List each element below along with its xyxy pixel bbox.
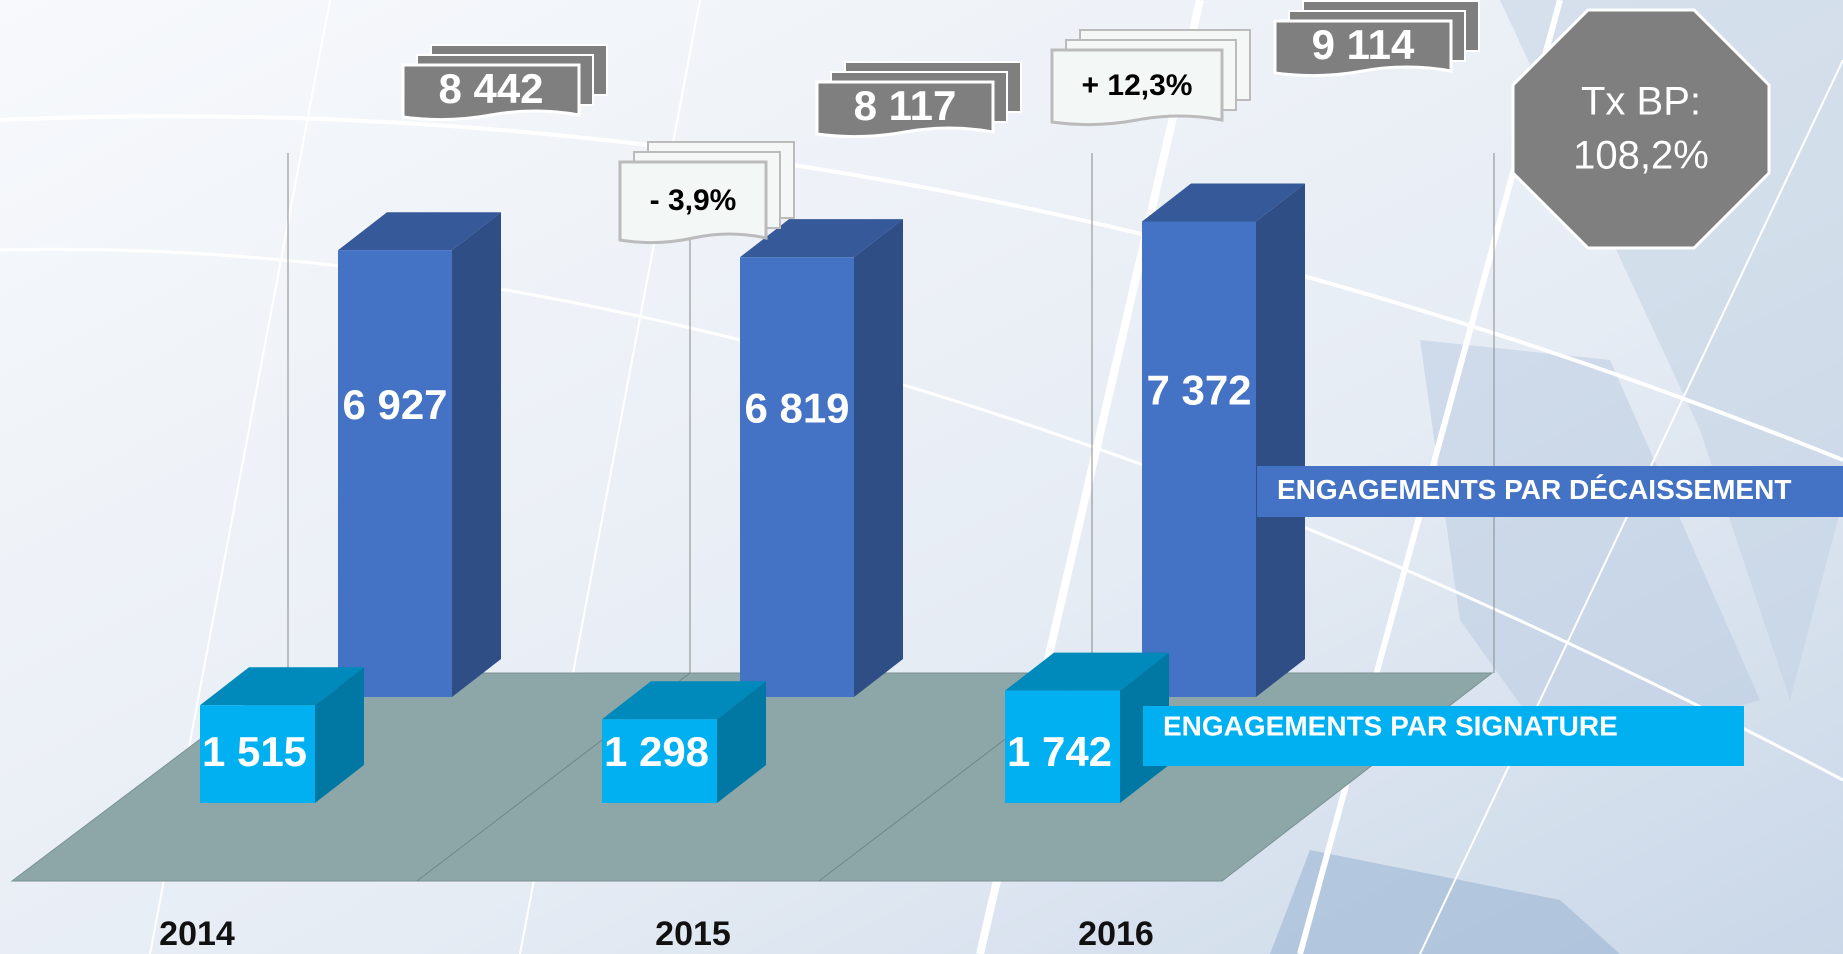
value-label: 7 372 xyxy=(1146,367,1251,414)
bar-top xyxy=(338,212,501,251)
bar-side xyxy=(854,219,903,697)
change-label: - 3,9% xyxy=(650,184,737,217)
badge-value: 108,2% xyxy=(1573,134,1709,178)
bar xyxy=(1142,221,1256,698)
total-label: 8 442 xyxy=(438,65,543,112)
legend-label: ENGAGEMENTS PAR SIGNATURE xyxy=(1163,710,1618,741)
total-label-box xyxy=(1273,19,1453,78)
bar xyxy=(200,705,315,803)
bar-top xyxy=(1142,183,1305,222)
change-label-box xyxy=(1050,48,1224,127)
x-tick-label: 2015 xyxy=(655,915,731,953)
bar-side xyxy=(452,212,501,697)
bar-side xyxy=(315,667,364,803)
badge-title: Tx BP: xyxy=(1581,80,1701,124)
badge: Tx BP: 108,2% xyxy=(1511,8,1771,250)
legend-swatch xyxy=(1143,706,1744,766)
value-label: 6 927 xyxy=(342,381,447,428)
total-label-box xyxy=(815,80,995,139)
total-label: 8 117 xyxy=(854,82,957,129)
legend-label: ENGAGEMENTS PAR DÉCAISSEMENT xyxy=(1277,474,1791,505)
bar-top xyxy=(602,681,766,720)
value-label: 6 819 xyxy=(744,385,849,432)
bar-side xyxy=(1256,183,1305,698)
bar xyxy=(1005,690,1120,803)
bar-top xyxy=(200,667,364,706)
bar-side xyxy=(717,681,766,803)
value-label: 1 742 xyxy=(1007,728,1112,775)
legend-swatch xyxy=(1257,466,1843,517)
bar xyxy=(602,719,717,803)
bar-top xyxy=(1005,652,1169,691)
bar xyxy=(338,250,452,697)
change-label-box xyxy=(618,160,768,245)
bar xyxy=(740,257,854,697)
total-label-box xyxy=(401,63,581,122)
change-label: + 12,3% xyxy=(1082,69,1193,102)
total-label: 9 114 xyxy=(1312,21,1415,68)
value-label: 1 515 xyxy=(202,728,307,775)
x-tick-label: 2016 xyxy=(1078,915,1154,953)
x-tick-label: 2014 xyxy=(159,915,235,953)
value-label: 1 298 xyxy=(604,728,709,775)
